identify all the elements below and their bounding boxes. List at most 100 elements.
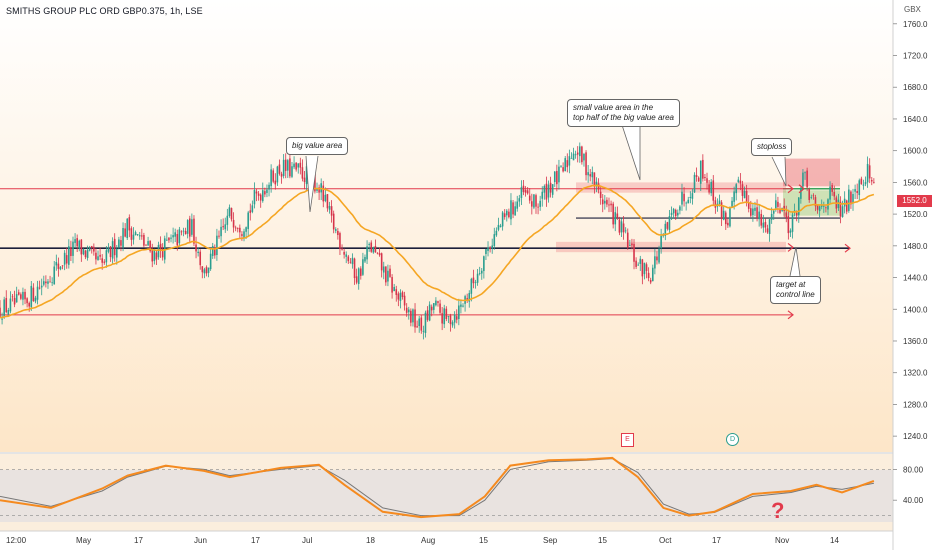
callout-text-line2: control line (776, 290, 815, 299)
candle-body (130, 228, 133, 240)
x-tick-label: Sep (543, 536, 558, 545)
small-value-area-callout[interactable]: small value area in the top half of the … (567, 99, 680, 127)
x-tick-label: 15 (479, 536, 488, 545)
candle-body (261, 190, 264, 202)
candle-body (11, 296, 14, 298)
candle-body (22, 291, 24, 300)
y-tick-label: 1760.0 (903, 20, 928, 29)
x-tick-label: Jun (194, 536, 207, 545)
candle-body (349, 261, 352, 263)
candle-body (153, 250, 156, 262)
candle-body (556, 171, 558, 185)
candle-body (870, 179, 873, 182)
candle-body (812, 195, 815, 197)
candle-body (574, 154, 577, 156)
candle-body (105, 250, 108, 263)
candle-body (418, 318, 421, 327)
candle-body (345, 254, 348, 257)
candle-body (334, 229, 337, 231)
candle-body (351, 257, 354, 265)
candle-body (72, 241, 74, 256)
candle-body (93, 246, 95, 252)
candle-body (147, 241, 149, 246)
price-axis[interactable]: 1240.0 1280.0 1320.0 1360.0 1400.0 1440.0 1480… (893, 20, 928, 505)
candle-body (651, 267, 654, 282)
candle-body (483, 256, 485, 272)
candle-body (157, 245, 160, 258)
big-value-area-callout[interactable]: big value area (286, 137, 349, 155)
candle-body (564, 158, 566, 172)
candle-body (447, 315, 450, 317)
candle-body (328, 206, 331, 210)
candle-body (55, 261, 58, 266)
candle-body (266, 189, 268, 193)
candle-body (163, 238, 166, 260)
earnings-badge[interactable]: E (621, 433, 634, 447)
candle-body (366, 246, 368, 260)
candle-body (176, 234, 179, 246)
candle-body (664, 223, 667, 236)
candle-body (143, 234, 145, 246)
candle-body (435, 300, 437, 306)
candle-body (42, 281, 45, 285)
candle-body (380, 253, 383, 271)
candle-body (585, 152, 587, 176)
candle-body (224, 224, 227, 230)
candle-body (151, 250, 154, 262)
candle-body (426, 310, 429, 320)
x-tick-label: 17 (134, 536, 143, 545)
candle-body (360, 268, 362, 276)
candle-body (236, 228, 239, 230)
candle-body (593, 172, 596, 187)
candle-body (505, 210, 508, 216)
dividend-badge[interactable]: D (726, 433, 739, 446)
candle-body (514, 206, 516, 216)
candle-body (374, 246, 377, 253)
y-tick-label: 1720.0 (903, 52, 928, 61)
candle-body (251, 205, 254, 212)
candle-body (641, 259, 644, 277)
candle-body (9, 298, 12, 312)
candle-body (138, 235, 141, 237)
candle-body (858, 180, 861, 196)
candle-body (679, 206, 681, 211)
candle-body (843, 198, 846, 207)
candle-body (539, 200, 541, 207)
candle-body (862, 184, 865, 186)
candle-body (314, 174, 316, 192)
candle-body (485, 249, 487, 255)
candle-body (852, 194, 854, 204)
candle-body (45, 281, 47, 284)
candle-body (32, 287, 35, 302)
candle-body (581, 146, 583, 163)
candle-body (693, 174, 696, 193)
candle-body (120, 240, 122, 246)
callout-text-line1: small value area in the (573, 103, 654, 112)
stoploss-callout[interactable]: stoploss (751, 138, 793, 156)
candle-body (368, 243, 370, 245)
candle-body (239, 227, 241, 233)
candle-body (420, 317, 423, 331)
candle-body (270, 169, 272, 187)
candle-body (810, 197, 813, 198)
candle-body (172, 235, 174, 238)
time-axis[interactable]: 12:00 May 17 Jun 17 Jul 18 Aug 15 Sep 15 Oct 17 Nov 14 (6, 536, 839, 545)
candle-body (558, 166, 560, 183)
candle-body (293, 163, 295, 168)
candle-body (282, 159, 285, 177)
candle-body (866, 163, 869, 183)
x-tick-label: 14 (830, 536, 839, 545)
candle-body (416, 326, 418, 328)
candle-body (497, 224, 500, 230)
candle-body (353, 258, 356, 279)
candle-body (36, 286, 39, 300)
candle-body (800, 187, 802, 199)
candle-body (13, 297, 16, 305)
candle-body (854, 189, 856, 192)
candle-body (491, 245, 494, 249)
candle-body (203, 269, 206, 274)
candle-body (445, 308, 448, 319)
target-callout[interactable]: target at control line (770, 276, 821, 304)
candle-body (205, 267, 208, 274)
